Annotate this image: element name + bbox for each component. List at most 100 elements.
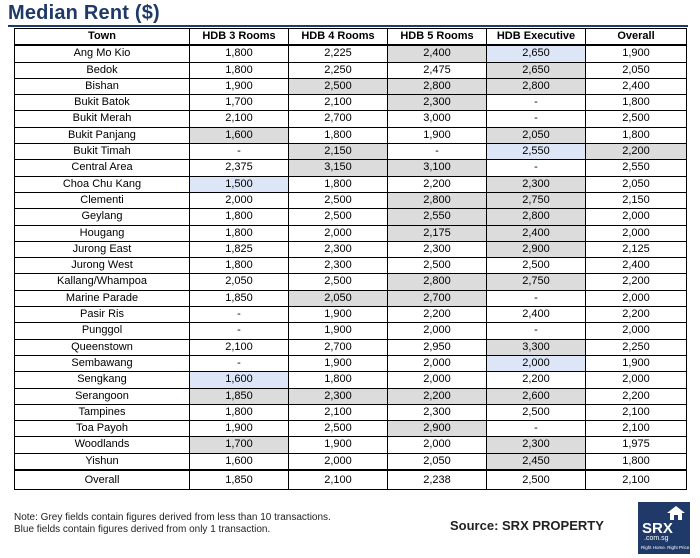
- cell-hdb-3: -: [189, 322, 289, 340]
- cell-hdb-4: 1,900: [288, 306, 388, 324]
- cell-overall: 2,050: [585, 61, 687, 79]
- cell-executive: 2,650: [486, 61, 586, 79]
- table-row: Woodlands 1,700 1,900 2,000 2,300 1,975: [14, 436, 687, 454]
- cell-hdb-5: 2,800: [387, 273, 487, 291]
- cell-hdb-4: 2,250: [288, 61, 388, 79]
- cell-hdb-5: 2,900: [387, 420, 487, 438]
- cell-executive: 2,050: [486, 126, 586, 145]
- title-underline: [8, 25, 688, 27]
- cell-hdb-5: 2,200: [387, 306, 487, 324]
- cell-hdb-4: 2,300: [288, 240, 388, 259]
- cell-hdb-5: 3,100: [387, 159, 487, 177]
- cell-hdb-4: 2,500: [288, 77, 388, 96]
- cell-town: Toa Payoh: [14, 420, 190, 438]
- table-row: Central Area 2,375 3,150 3,100-2,550: [14, 159, 687, 177]
- table-row: Serangoon 1,850 2,300 2,200 2,600 2,200: [14, 387, 687, 405]
- cell-hdb-5: 2,500: [387, 257, 487, 275]
- cell-hdb-4: 1,900: [288, 354, 388, 373]
- cell-hdb-3: 1,800: [189, 61, 289, 79]
- cell-overall: 2,000: [585, 208, 687, 226]
- cell-overall: 1,975: [585, 436, 687, 454]
- cell-executive: 2,800: [486, 208, 586, 226]
- cell-overall: 2,200: [585, 273, 687, 291]
- cell-hdb-3: 1,700: [189, 94, 289, 112]
- cell-hdb-5: 2,050: [387, 452, 487, 471]
- cell-executive: 2,650: [486, 44, 586, 63]
- cell-executive: 2,750: [486, 191, 586, 210]
- table-row: Bukit Merah 2,100 2,700 3,000-2,500: [14, 110, 687, 128]
- cell-hdb-4: 2,500: [288, 420, 388, 438]
- cell-hdb-5: 2,000: [387, 354, 487, 373]
- cell-town: Punggol: [14, 322, 190, 340]
- table-row: Bishan 1,900 2,500 2,800 2,800 2,400: [14, 77, 687, 96]
- cell-hdb-3: -: [189, 354, 289, 373]
- cell-overall: 2,200: [585, 306, 687, 324]
- cell-hdb-4: 2,150: [288, 143, 388, 161]
- table-row: Hougang 1,800 2,000 2,175 2,400 2,000: [14, 224, 687, 242]
- cell-hdb-4: 2,300: [288, 257, 388, 275]
- logo-tagline: Right Home. Right Price.: [641, 545, 691, 550]
- cell-town: Bukit Panjang: [14, 126, 190, 145]
- cell-executive: 2,300: [486, 436, 586, 454]
- table-row: Yishun 1,600 2,000 2,050 2,450 1,800: [14, 452, 687, 471]
- cell-overall: 2,000: [585, 224, 687, 242]
- cell-overall: 2,100: [585, 420, 687, 438]
- header-town: Town: [14, 28, 190, 46]
- cell-hdb-3: -: [189, 143, 289, 161]
- cell-town: Geylang: [14, 208, 190, 226]
- cell-hdb-5: -: [387, 143, 487, 161]
- cell-town: Tampines: [14, 403, 190, 422]
- cell-hdb-3: 2,050: [189, 273, 289, 291]
- cell-hdb-4: 2,500: [288, 273, 388, 291]
- cell-hdb-3: 1,600: [189, 371, 289, 389]
- cell-overall: 2,500: [585, 110, 687, 128]
- cell-hdb-5: 2,700: [387, 289, 487, 308]
- table-row: Sengkang 1,600 1,800 2,000 2,200 2,000: [14, 371, 687, 389]
- cell-hdb-5: 2,200: [387, 387, 487, 405]
- table-row: Pasir Ris -1,900 2,200 2,400 2,200: [14, 306, 687, 324]
- cell-hdb-5: 2,400: [387, 44, 487, 63]
- cell-hdb-5: 2,000: [387, 371, 487, 389]
- overall-row: Overall 1,850 2,100 2,238 2,500 2,100: [14, 469, 687, 491]
- cell-hdb-4: 2,100: [288, 94, 388, 112]
- cell-hdb-4: 2,700: [288, 338, 388, 356]
- table-row: Jurong West 1,800 2,300 2,500 2,500 2,400: [14, 257, 687, 275]
- cell-hdb-3: 1,700: [189, 436, 289, 454]
- cell-hdb-5: 2,300: [387, 240, 487, 259]
- cell-overall: 2,150: [585, 191, 687, 210]
- cell-hdb-5: 2,475: [387, 61, 487, 79]
- cell-overall: 2,100: [585, 403, 687, 422]
- cell-hdb-4: 2,700: [288, 110, 388, 128]
- cell-hdb-5: 2,800: [387, 77, 487, 96]
- table-row: Sembawang -1,900 2,000 2,000 1,900: [14, 354, 687, 373]
- cell-overall: 2,200: [585, 387, 687, 405]
- cell-executive: 2,400: [486, 306, 586, 324]
- cell-executive: 2,550: [486, 143, 586, 161]
- table-row: Clementi 2,000 2,500 2,800 2,750 2,150: [14, 191, 687, 210]
- cell-hdb-5: 2,550: [387, 208, 487, 226]
- table-row: Bedok 1,800 2,250 2,475 2,650 2,050: [14, 61, 687, 79]
- cell-hdb-5: 2,800: [387, 191, 487, 210]
- cell-hdb-4: 2,000: [288, 224, 388, 242]
- table-row: Bukit Panjang 1,600 1,800 1,900 2,050 1,800: [14, 126, 687, 145]
- srx-logo: SRX .com.sg Right Home. Right Price.: [638, 502, 691, 554]
- cell-hdb-5: 2,300: [387, 94, 487, 112]
- cell-hdb-3: 1,500: [189, 175, 289, 193]
- cell-executive: 2,300: [486, 175, 586, 193]
- cell-hdb-4: 2,225: [288, 44, 388, 63]
- table-row: Ang Mo Kio 1,800 2,225 2,400 2,650 1,900: [14, 44, 687, 63]
- table-row: Kallang/Whampoa 2,050 2,500 2,800 2,750 2,200: [14, 273, 687, 291]
- logo-text: SRX: [642, 520, 673, 537]
- header-hdb-5-rooms: HDB 5 Rooms: [387, 28, 487, 46]
- cell-overall: 2,400: [585, 77, 687, 96]
- median-rent-table: Town HDB 3 Rooms HDB 4 Rooms HDB 5 Rooms…: [14, 28, 687, 491]
- table-row: Bukit Batok 1,700 2,100 2,300-1,800: [14, 94, 687, 112]
- cell-town: Bukit Timah: [14, 143, 190, 161]
- cell-town: Jurong West: [14, 257, 190, 275]
- cell-overall: 1,900: [585, 354, 687, 373]
- cell-hdb-5: 1,900: [387, 126, 487, 145]
- header-hdb-4-rooms: HDB 4 Rooms: [288, 28, 388, 46]
- cell-hdb-3: 1,850: [189, 289, 289, 308]
- header-overall: Overall: [585, 28, 687, 46]
- cell-overall: 1,800: [585, 126, 687, 145]
